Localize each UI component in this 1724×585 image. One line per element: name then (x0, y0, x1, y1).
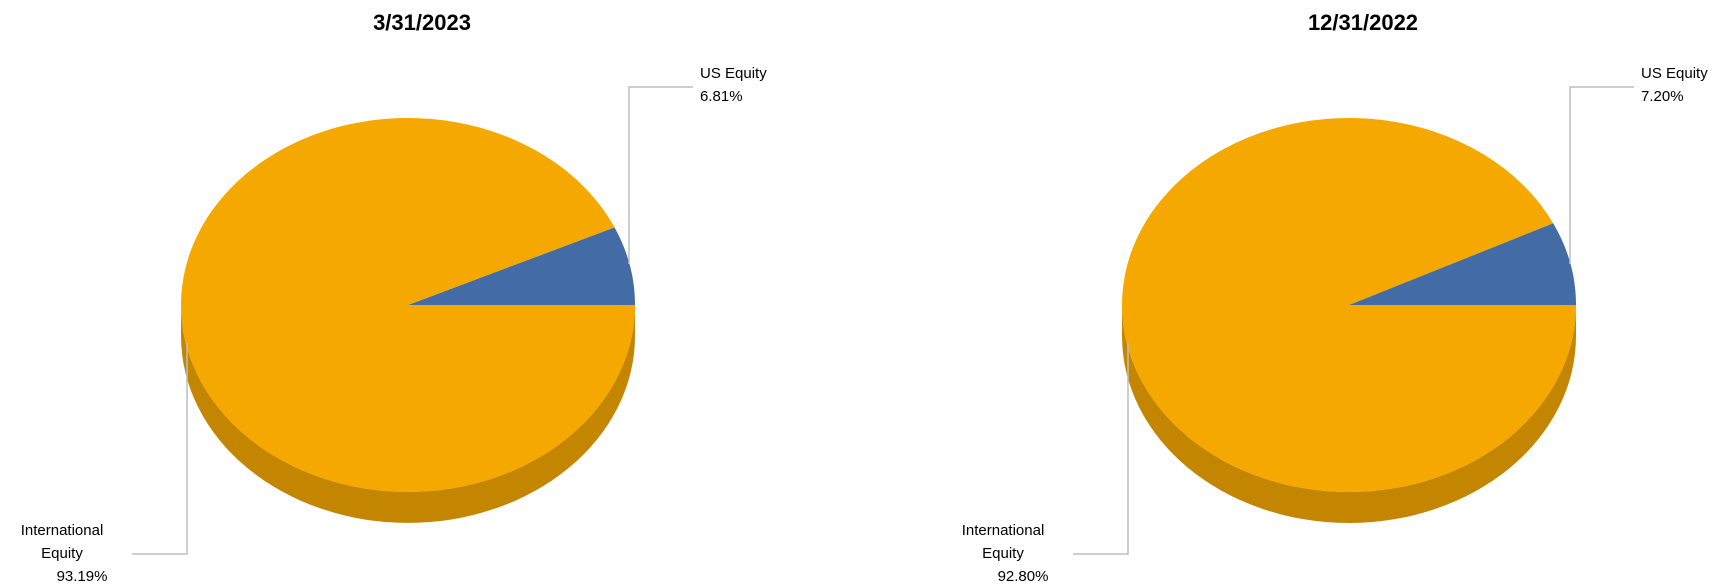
slice-side (1122, 305, 1576, 523)
data-label-value: 7.20% (1641, 88, 1684, 105)
leader-line (1569, 86, 1634, 264)
slice (1349, 223, 1576, 305)
data-label-value: 92.80% (997, 568, 1049, 585)
chart-title: 3/31/2023 (373, 10, 471, 35)
slice (180, 117, 635, 492)
data-label-category: US Equity (1641, 65, 1708, 82)
data-label-category: International Equity (961, 522, 1045, 562)
slice (408, 227, 635, 305)
leader-line (1073, 343, 1129, 555)
leader-line (628, 86, 693, 264)
data-label-value: 93.19% (56, 568, 108, 585)
data-label-value: 6.81% (700, 88, 743, 105)
slice-side (181, 305, 635, 523)
leader-line (132, 343, 188, 555)
data-label-category: International Equity (20, 522, 104, 562)
slice (1122, 117, 1576, 492)
data-label-category: US Equity (700, 65, 767, 82)
chart-title: 12/31/2022 (1308, 10, 1418, 35)
